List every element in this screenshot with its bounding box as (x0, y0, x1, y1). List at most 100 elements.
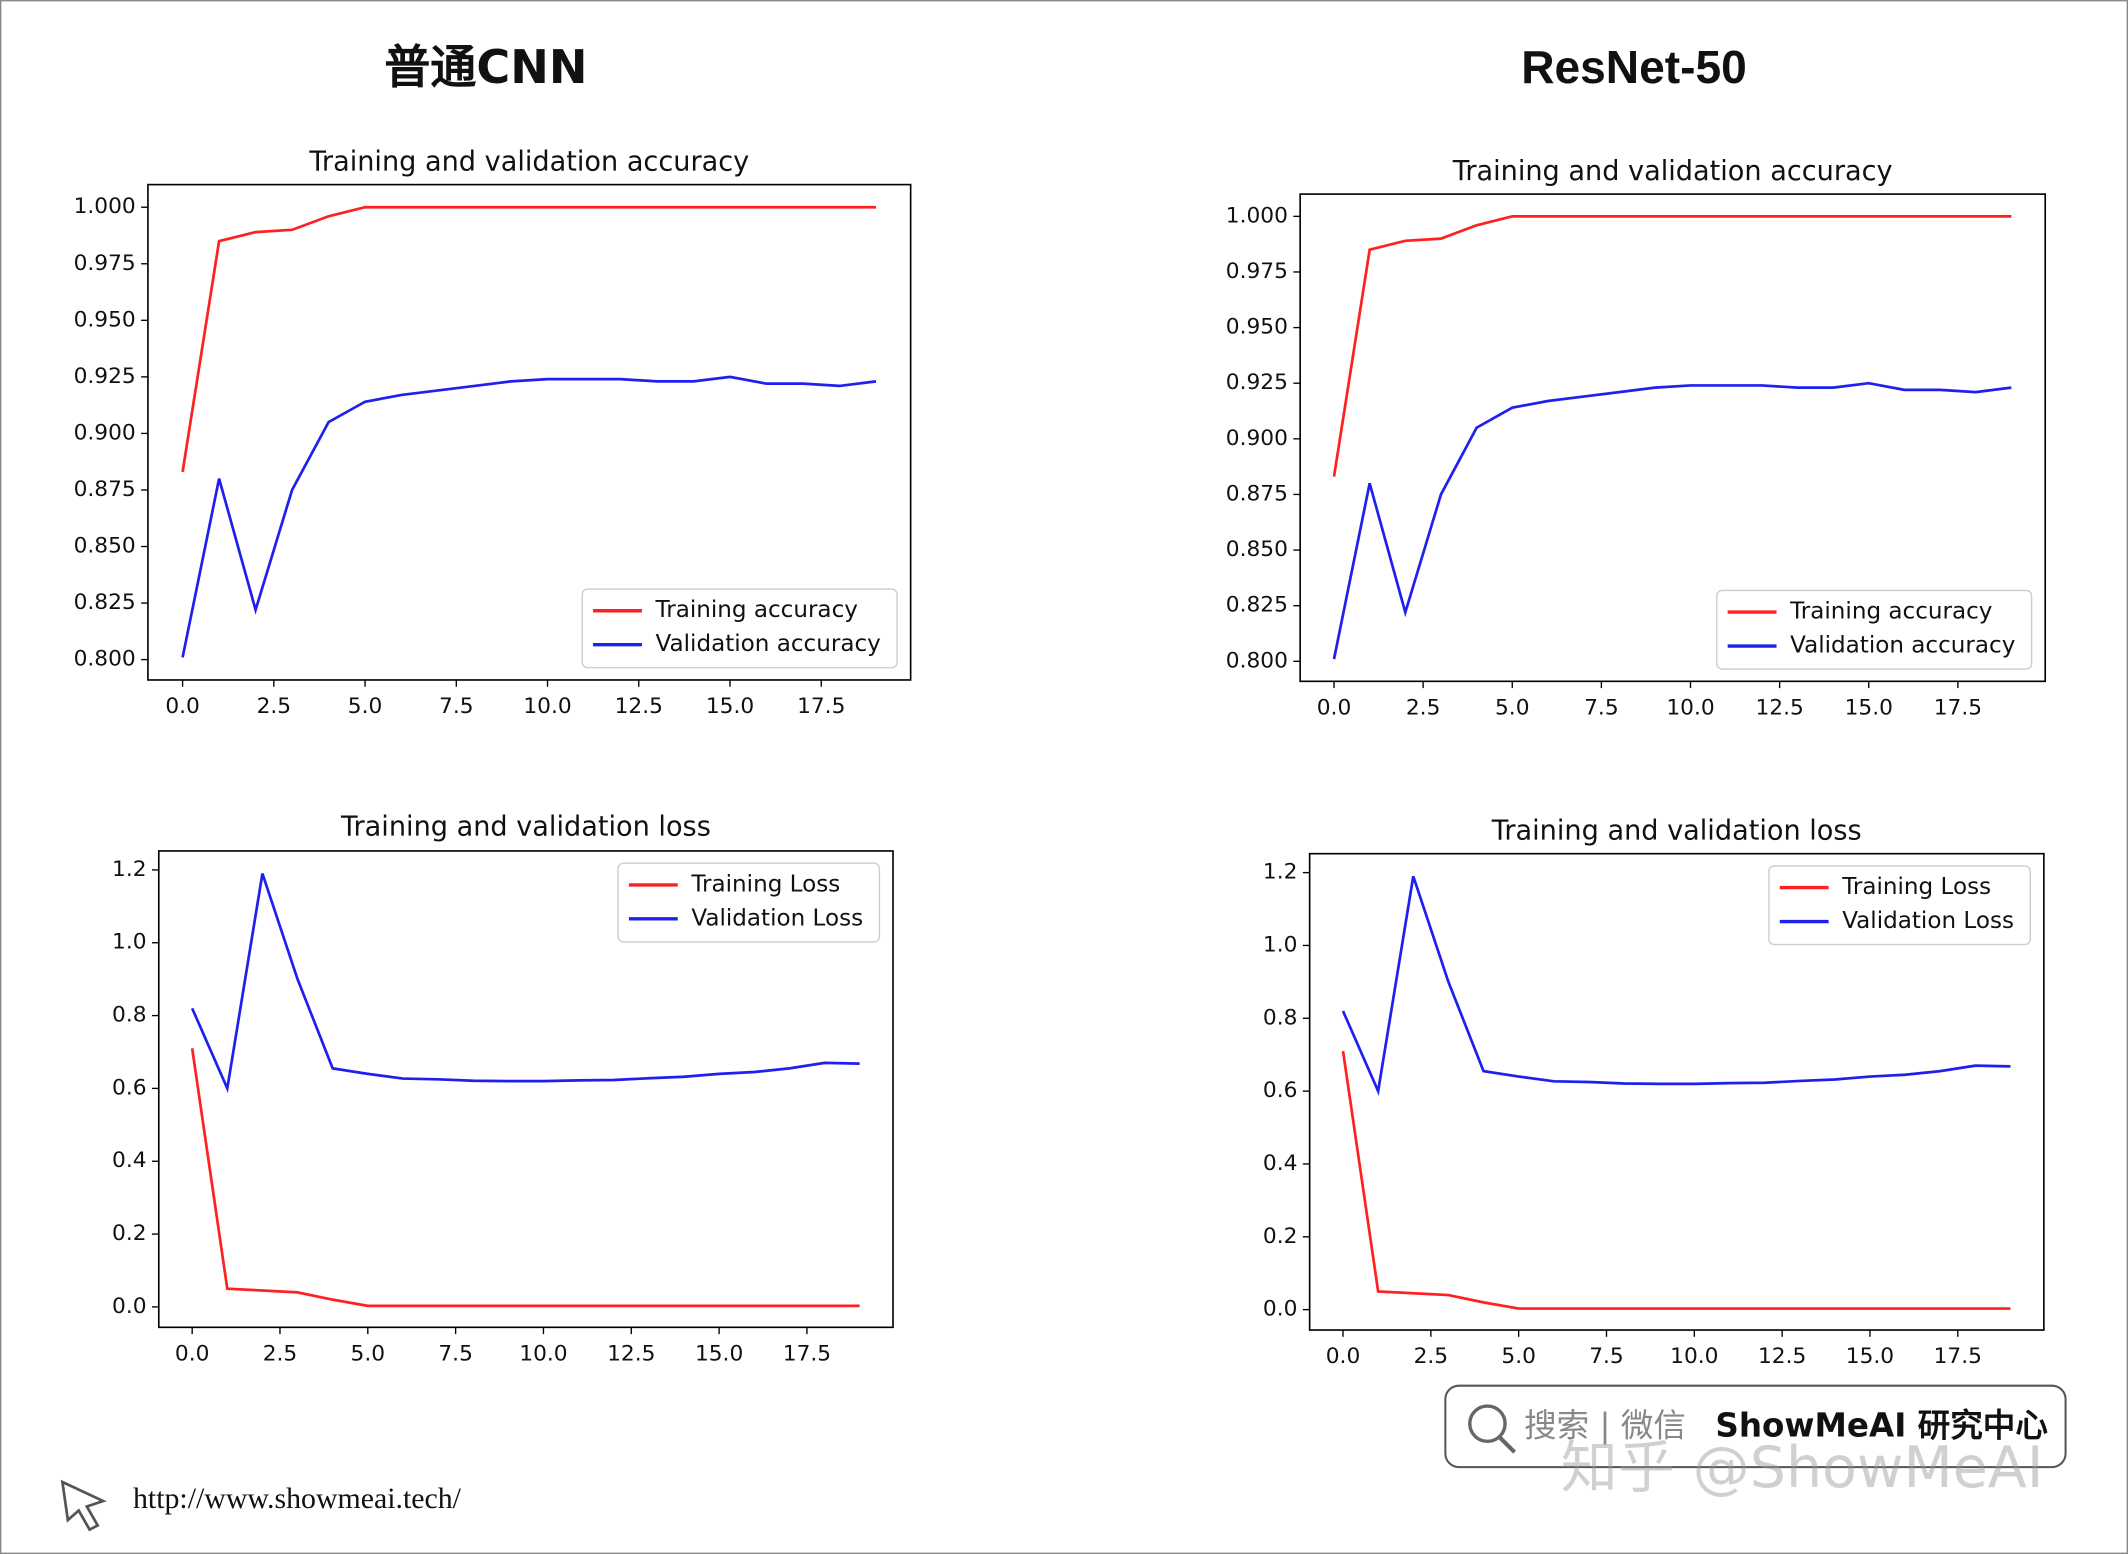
series-line (1341, 875, 2011, 1096)
column-title: ResNet-50 (1521, 41, 1747, 93)
plot-frame (157, 850, 894, 1329)
chart-title: Training and validation loss (1491, 815, 1862, 846)
x-tick-label: 10.0 (523, 694, 571, 719)
y-tick-label: 0.8 (1263, 1005, 1298, 1030)
y-tick-label: 0.2 (112, 1221, 147, 1246)
x-tick-label: 2.5 (257, 694, 292, 719)
legend-label: Validation accuracy (656, 631, 881, 657)
legend: Training accuracy Validation accuracy (1716, 589, 2033, 670)
search-icon (1498, 1435, 1517, 1454)
x-tick-label: 12.5 (615, 694, 663, 719)
y-tick-label: 0.975 (74, 251, 136, 276)
search-text: 搜索 | 微信 (1524, 1407, 1686, 1445)
y-tick-label: 0.6 (112, 1075, 147, 1100)
x-tick-label: 15.0 (706, 694, 754, 719)
x-tick-label: 17.5 (797, 694, 845, 719)
x-tick-label: 17.5 (1934, 695, 1982, 720)
chart-title: Training and validation loss (340, 811, 711, 842)
series-line (1341, 1050, 2011, 1310)
search-box (1444, 1384, 2067, 1469)
legend: Training accuracy Validation accuracy (581, 588, 898, 669)
y-tick-label: 1.0 (1263, 932, 1298, 957)
legend-label: Validation Loss (691, 905, 863, 931)
legend-box (581, 588, 898, 669)
y-tick-label: 0.8 (112, 1003, 147, 1028)
x-tick-label: 12.5 (1755, 695, 1803, 720)
x-tick-label: 0.0 (1326, 1344, 1361, 1369)
legend-box (617, 862, 881, 943)
y-tick-label: 1.0 (112, 930, 147, 955)
series-line (181, 375, 877, 658)
y-tick-label: 0.4 (1263, 1151, 1298, 1176)
x-tick-label: 17.5 (783, 1341, 831, 1366)
x-tick-label: 5.0 (1495, 695, 1530, 720)
x-tick-label: 7.5 (1589, 1344, 1624, 1369)
plot-frame (1299, 193, 2047, 683)
y-tick-label: 0.825 (74, 590, 136, 615)
legend-label: Training accuracy (655, 597, 858, 623)
y-tick-label: 0.875 (1226, 481, 1288, 506)
y-tick-label: 0.800 (1226, 648, 1288, 673)
x-tick-label: 7.5 (439, 694, 474, 719)
y-tick-label: 1.000 (1226, 203, 1288, 228)
y-tick-label: 0.800 (74, 647, 136, 672)
y-tick-label: 0.925 (74, 364, 136, 389)
legend-label: Training Loss (1841, 874, 1991, 900)
plot-frame (1308, 852, 2045, 1331)
y-tick-label: 1.000 (74, 194, 136, 219)
x-tick-label: 10.0 (519, 1341, 567, 1366)
y-tick-label: 0.850 (74, 534, 136, 559)
y-tick-label: 0.825 (1226, 593, 1288, 618)
y-tick-label: 0.950 (1226, 315, 1288, 340)
x-tick-label: 12.5 (607, 1341, 655, 1366)
legend-box (1716, 589, 2033, 670)
legend-label: Training Loss (690, 871, 840, 897)
y-tick-label: 1.2 (1263, 860, 1298, 885)
x-tick-label: 15.0 (1846, 1344, 1894, 1369)
x-tick-label: 0.0 (165, 694, 200, 719)
y-tick-label: 0.4 (112, 1148, 147, 1173)
y-tick-label: 0.900 (1226, 426, 1288, 451)
x-tick-label: 5.0 (1501, 1344, 1536, 1369)
series-line (1332, 214, 2012, 477)
y-tick-label: 0.0 (112, 1294, 147, 1319)
legend-label: Training accuracy (1789, 599, 1992, 625)
y-tick-label: 0.6 (1263, 1078, 1298, 1103)
y-tick-label: 0.2 (1263, 1224, 1298, 1249)
x-tick-label: 7.5 (1584, 695, 1619, 720)
x-tick-label: 0.0 (175, 1341, 210, 1366)
plot-frame (147, 183, 912, 681)
series-line (190, 1048, 860, 1308)
legend-box (1768, 865, 2031, 946)
x-tick-label: 15.0 (1845, 695, 1893, 720)
x-tick-label: 15.0 (695, 1341, 743, 1366)
x-tick-label: 2.5 (1414, 1344, 1449, 1369)
search-icon (1468, 1404, 1507, 1444)
charts: Training and validation accuracy 0.0 2.5 5.… (74, 146, 2047, 1369)
watermark: 知乎 @ShowMeAI (1561, 1435, 2044, 1501)
y-tick-label: 0.925 (1226, 370, 1288, 395)
x-tick-label: 0.0 (1317, 695, 1352, 720)
x-tick-label: 5.0 (348, 694, 383, 719)
chart-title: Training and validation accuracy (1452, 156, 1893, 187)
cursor-icon (60, 1479, 107, 1532)
x-tick-label: 7.5 (438, 1341, 473, 1366)
series-line (190, 873, 860, 1094)
legend-label: Validation accuracy (1790, 633, 2015, 659)
url: http://www.showmeai.tech/ (133, 1482, 462, 1515)
y-tick-label: 0.875 (74, 477, 136, 502)
chart-title: Training and validation accuracy (308, 146, 749, 177)
legend-label: Validation Loss (1842, 908, 2014, 934)
x-tick-label: 2.5 (1406, 695, 1441, 720)
y-tick-label: 0.975 (1226, 259, 1288, 284)
y-tick-label: 0.900 (74, 420, 136, 445)
column-title: 普通CNN (384, 40, 587, 94)
y-tick-label: 1.2 (112, 857, 147, 882)
series-line (181, 205, 876, 473)
x-tick-label: 2.5 (263, 1341, 298, 1366)
x-tick-label: 12.5 (1758, 1344, 1806, 1369)
x-tick-label: 5.0 (351, 1341, 386, 1366)
x-tick-label: 10.0 (1666, 695, 1714, 720)
